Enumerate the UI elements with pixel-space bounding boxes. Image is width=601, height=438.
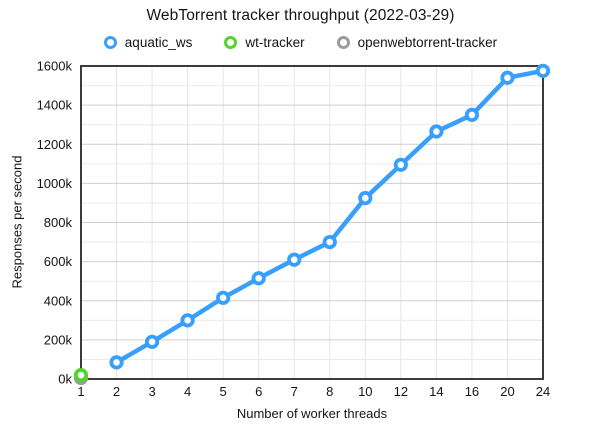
data-point-aquatic_ws[interactable] [429,124,444,139]
y-tick-label: 200k [44,332,73,347]
x-tick-label: 24 [536,384,550,399]
x-axis-title: Number of worker threads [236,406,388,421]
data-point-aquatic_ws[interactable] [500,70,515,85]
x-tick-label: 16 [465,384,479,399]
x-tick-label: 5 [220,384,227,399]
data-point-wt-tracker[interactable] [73,367,89,383]
y-tick-label: 1200k [37,137,73,152]
y-tick-label: 400k [44,293,73,308]
legend-item-aquatic_ws[interactable]: aquatic_ws [103,35,193,50]
x-tick-label: 20 [500,384,514,399]
legend: aquatic_ws wt-tracker openwebtorrent-track… [0,35,601,50]
data-point-aquatic_ws[interactable] [358,190,373,206]
x-tick-label: 7 [291,384,298,399]
x-tick-label: 12 [394,384,408,399]
x-tick-label: 8 [326,384,333,399]
legend-label: wt-tracker [245,35,305,50]
data-point-aquatic_ws[interactable] [180,313,195,328]
legend-label: aquatic_ws [124,35,193,50]
legend-item-wt-tracker[interactable]: wt-tracker [224,35,305,50]
plot-frame [80,65,544,380]
x-tick-label: 3 [148,384,155,399]
data-point-aquatic_ws[interactable] [322,234,337,250]
data-point-aquatic_ws[interactable] [393,157,408,172]
x-tick-label: 14 [429,384,443,399]
y-tick-label: 1400k [37,98,73,113]
data-point-aquatic_ws[interactable] [251,271,266,286]
y-tick-label: 0k [58,372,72,387]
legend-marker-icon [224,36,238,49]
data-point-aquatic_ws[interactable] [216,290,231,305]
legend-marker-icon [103,36,117,49]
chart-title: WebTorrent tracker throughput (2022-03-2… [146,7,455,24]
y-tick-label: 1600k [37,59,73,74]
x-tick-label: 1 [77,384,84,399]
y-axis-title: Responses per second [9,155,25,289]
x-tick-label: 4 [184,384,191,399]
data-point-aquatic_ws[interactable] [144,334,160,349]
x-tick-label: 6 [255,384,262,399]
x-tick-label: 2 [113,384,120,399]
legend-item-openwebtorrent-tracker[interactable]: openwebtorrent-tracker [336,35,498,50]
y-tick-label: 800k [44,215,73,230]
data-point-aquatic_ws[interactable] [109,355,124,370]
y-tick-label: 600k [44,254,73,269]
data-point-aquatic_ws[interactable] [464,107,480,123]
data-point-aquatic_ws[interactable] [287,252,302,267]
x-tick-label: 10 [358,384,372,399]
legend-label: openwebtorrent-tracker [357,35,498,50]
legend-marker-icon [336,36,350,49]
y-tick-label: 1000k [37,176,73,191]
data-point-aquatic_ws[interactable] [535,63,551,78]
